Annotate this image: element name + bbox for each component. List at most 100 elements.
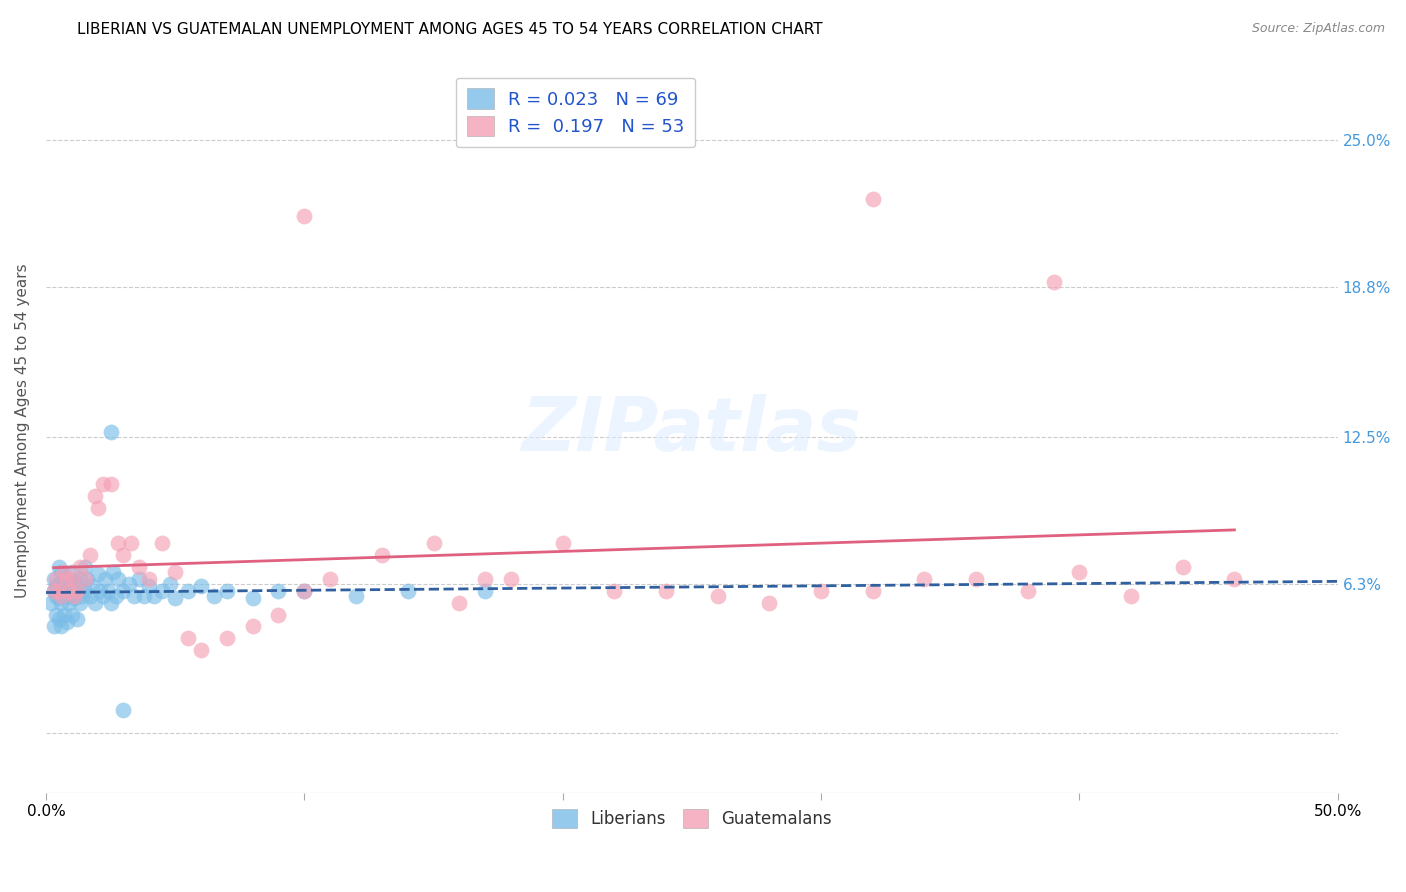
Point bbox=[55, 589, 77, 603]
Point bbox=[58, 596, 80, 610]
Point bbox=[1223, 572, 1246, 586]
Point bbox=[69, 572, 91, 586]
Point bbox=[45, 572, 67, 586]
Point bbox=[39, 596, 62, 610]
Point bbox=[474, 583, 496, 598]
Point bbox=[138, 572, 160, 586]
Point bbox=[551, 536, 574, 550]
Point bbox=[91, 477, 114, 491]
Point bbox=[73, 560, 96, 574]
Point bbox=[60, 583, 83, 598]
Point bbox=[53, 583, 76, 598]
Point bbox=[810, 583, 832, 598]
Point bbox=[69, 596, 91, 610]
Point bbox=[55, 579, 77, 593]
Point bbox=[862, 192, 884, 206]
Point bbox=[242, 591, 264, 605]
Point bbox=[128, 560, 150, 574]
Point bbox=[1069, 565, 1091, 579]
Point bbox=[150, 536, 173, 550]
Point bbox=[53, 572, 76, 586]
Point bbox=[177, 632, 200, 646]
Point bbox=[101, 565, 124, 579]
Point bbox=[48, 576, 70, 591]
Point bbox=[706, 589, 728, 603]
Point bbox=[84, 489, 107, 503]
Point bbox=[1119, 589, 1142, 603]
Point bbox=[190, 579, 212, 593]
Point bbox=[1171, 560, 1194, 574]
Point bbox=[912, 572, 935, 586]
Text: Source: ZipAtlas.com: Source: ZipAtlas.com bbox=[1251, 22, 1385, 36]
Point bbox=[292, 209, 315, 223]
Point bbox=[45, 589, 67, 603]
Point bbox=[100, 596, 122, 610]
Point bbox=[79, 548, 101, 562]
Point bbox=[655, 583, 678, 598]
Point bbox=[292, 583, 315, 598]
Point bbox=[60, 572, 83, 586]
Point bbox=[45, 607, 67, 622]
Point bbox=[73, 572, 96, 586]
Point bbox=[42, 583, 65, 598]
Point bbox=[603, 583, 626, 598]
Point bbox=[60, 565, 83, 579]
Point bbox=[758, 596, 780, 610]
Point bbox=[91, 589, 114, 603]
Point bbox=[165, 565, 187, 579]
Point bbox=[112, 702, 135, 716]
Point bbox=[66, 583, 89, 598]
Point bbox=[51, 589, 73, 603]
Y-axis label: Unemployment Among Ages 45 to 54 years: Unemployment Among Ages 45 to 54 years bbox=[15, 263, 30, 598]
Point bbox=[42, 583, 65, 598]
Point bbox=[202, 589, 225, 603]
Point bbox=[84, 596, 107, 610]
Point bbox=[58, 583, 80, 598]
Point bbox=[100, 477, 122, 491]
Point bbox=[319, 572, 342, 586]
Point bbox=[70, 589, 93, 603]
Point bbox=[60, 607, 83, 622]
Point bbox=[190, 643, 212, 657]
Point bbox=[66, 612, 89, 626]
Point bbox=[344, 589, 367, 603]
Point bbox=[165, 591, 187, 605]
Point bbox=[267, 607, 290, 622]
Point bbox=[107, 572, 129, 586]
Text: ZIPatlas: ZIPatlas bbox=[522, 394, 862, 467]
Point bbox=[42, 619, 65, 633]
Point bbox=[1042, 275, 1064, 289]
Point bbox=[94, 572, 117, 586]
Point bbox=[242, 619, 264, 633]
Point bbox=[55, 572, 77, 586]
Point bbox=[112, 548, 135, 562]
Point bbox=[82, 579, 104, 593]
Point bbox=[371, 548, 394, 562]
Point bbox=[292, 583, 315, 598]
Point bbox=[63, 574, 86, 589]
Point bbox=[76, 572, 98, 586]
Point bbox=[862, 583, 884, 598]
Point bbox=[63, 589, 86, 603]
Point bbox=[159, 576, 181, 591]
Point bbox=[89, 583, 111, 598]
Point bbox=[474, 572, 496, 586]
Point bbox=[48, 583, 70, 598]
Point bbox=[48, 612, 70, 626]
Point bbox=[45, 579, 67, 593]
Point bbox=[58, 576, 80, 591]
Point bbox=[965, 572, 987, 586]
Point bbox=[138, 579, 160, 593]
Point bbox=[53, 607, 76, 622]
Point bbox=[122, 589, 145, 603]
Point bbox=[42, 572, 65, 586]
Point bbox=[48, 591, 70, 605]
Point bbox=[51, 619, 73, 633]
Point bbox=[128, 572, 150, 586]
Point bbox=[134, 589, 156, 603]
Point bbox=[422, 536, 444, 550]
Point bbox=[97, 583, 120, 598]
Point bbox=[53, 565, 76, 579]
Point bbox=[112, 583, 135, 598]
Point bbox=[69, 560, 91, 574]
